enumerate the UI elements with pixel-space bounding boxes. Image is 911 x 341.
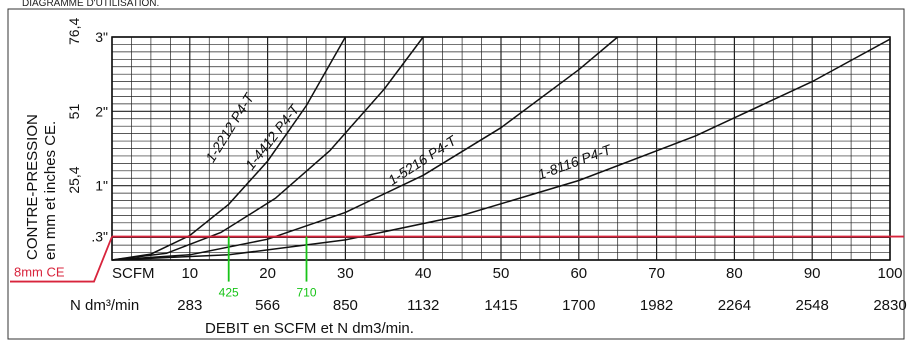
x-tick-scfm: 90: [804, 265, 821, 282]
y-tick-mm: 51: [66, 104, 82, 120]
reference-leader: [10, 236, 113, 283]
top-caption: DIAGRAMME D'UTILISATION.: [22, 0, 159, 9]
y-tick-inch: 1": [95, 178, 108, 194]
x-ndm-label: N dm³/min: [70, 297, 139, 314]
x-tick-ndm: 2548: [796, 297, 829, 314]
x-tick-scfm: 30: [337, 265, 354, 282]
y-tick-mm: 25,4: [66, 166, 82, 193]
x-tick-ndm: 1415: [484, 297, 517, 314]
grid: [111, 36, 891, 261]
marker-label-1: 425: [219, 286, 239, 300]
x-tick-ndm: 2830: [873, 297, 906, 314]
x-tick-ndm: 283: [177, 297, 202, 314]
y-tick-mm: 76,4: [66, 18, 82, 45]
series-label-4: 1-8116 P4-T: [535, 141, 614, 183]
x-tick-ndm: 566: [255, 297, 280, 314]
x-tick-scfm: 40: [415, 265, 432, 282]
marker-label-2: 710: [296, 286, 316, 300]
x-tick-scfm: 80: [726, 265, 743, 282]
series-line-3: [111, 36, 619, 261]
y-axis-title-line1: CONTRE-PRESSION: [24, 114, 41, 260]
x-axis-title: DEBIT en SCFM et N dm3/min.: [205, 320, 414, 337]
y-tick-inch: 2": [95, 103, 108, 119]
y-axis-title-line2: en mm et inches CE.: [42, 121, 59, 260]
reference-label: 8mm CE: [14, 265, 65, 280]
series-line-1: [111, 36, 347, 261]
x-tick-ndm: 1700: [562, 297, 595, 314]
x-tick-ndm: 850: [333, 297, 358, 314]
y-tick-inch: 3": [95, 29, 108, 45]
curves: [10, 36, 904, 283]
x-tick-scfm: 20: [259, 265, 276, 282]
x-tick-scfm: 60: [570, 265, 587, 282]
x-tick-scfm: 10: [181, 265, 198, 282]
x-tick-scfm: 50: [493, 265, 510, 282]
chart-frame: [7, 8, 905, 340]
x-tick-ndm: 2264: [718, 297, 751, 314]
x-scfm-label: SCFM: [112, 265, 155, 282]
x-tick-scfm: 70: [648, 265, 665, 282]
y-tick-inch: .3": [91, 229, 108, 245]
series-line-2: [111, 36, 424, 261]
series-line-4: [111, 38, 891, 261]
plot-border: [111, 36, 891, 261]
x-tick-ndm: 1982: [640, 297, 673, 314]
x-tick-ndm: 1132: [407, 297, 439, 314]
x-tick-scfm: 100: [877, 265, 902, 282]
